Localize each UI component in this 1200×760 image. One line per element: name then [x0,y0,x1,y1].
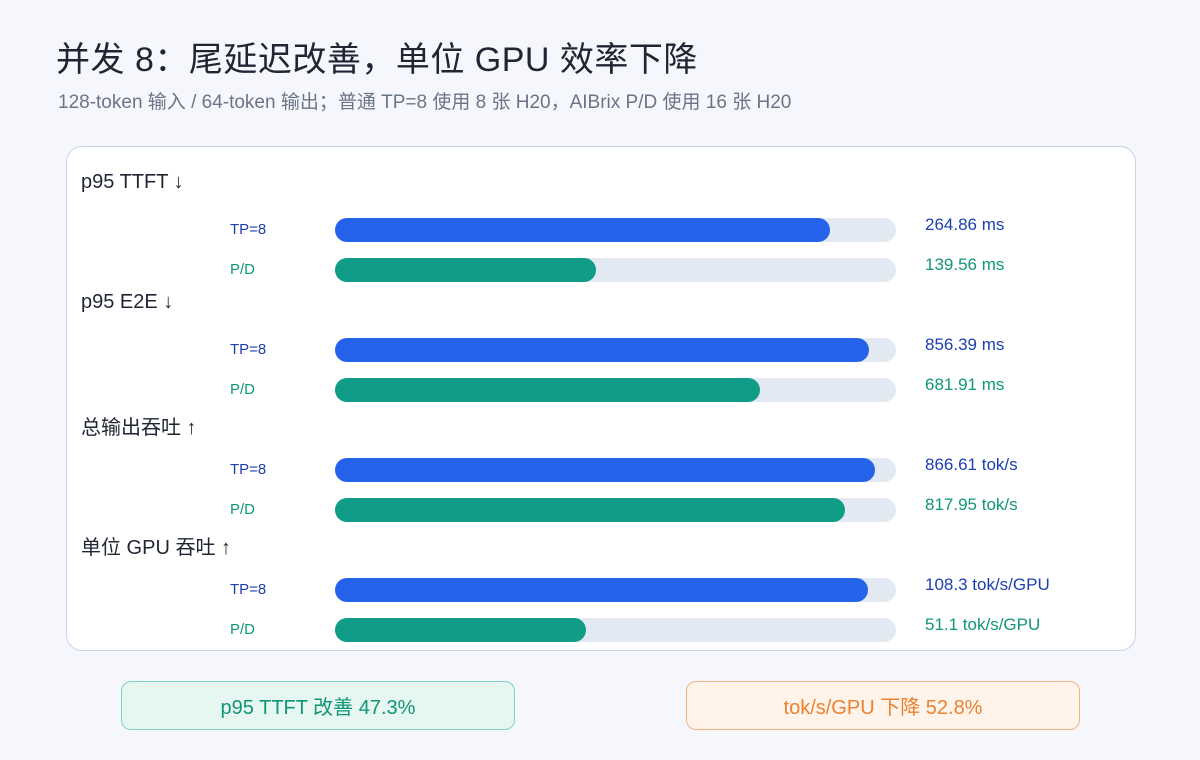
bar-value-label: 856.39 ms [925,335,1005,354]
bar-value-label: 264.86 ms [925,215,1005,234]
page-subtitle: 128-token 输入 / 64-token 输出；普通 TP=8 使用 8 … [58,92,792,113]
bar-track [335,378,896,402]
bar-pd [335,618,586,642]
series-label: TP=8 [230,341,267,358]
bar-value-label: 139.56 ms [925,255,1005,274]
series-label: P/D [230,381,256,398]
series-label: TP=8 [230,221,267,238]
series-label: P/D [230,261,256,278]
series-label: P/D [230,621,256,638]
series-label: TP=8 [230,461,267,478]
series-label: TP=8 [230,581,267,598]
improvement-badge: p95 TTFT 改善 47.3% [121,681,515,730]
bar-value-label: 51.1 tok/s/GPU [925,615,1041,634]
bar-track [335,258,896,282]
chart-panel: p95 TTFT ↓ TP=8 264.86 ms P/D 139.56 ms p95 E… [66,146,1136,651]
bar-value-label: 817.95 tok/s [925,495,1018,514]
bar-value-label: 108.3 tok/s/GPU [925,575,1050,594]
metric-title: p95 TTFT ↓ [81,171,184,193]
metric-title: p95 E2E ↓ [81,291,174,313]
bar-tp8 [335,218,830,242]
bar-tp8 [335,338,869,362]
bar-value-label: 681.91 ms [925,375,1005,394]
bar-pd [335,258,596,282]
series-label: P/D [230,501,256,518]
metric-title: 单位 GPU 吞吐 ↑ [81,537,232,559]
decline-badge: tok/s/GPU 下降 52.8% [686,681,1080,730]
bar-track [335,498,896,522]
bar-track [335,618,896,642]
bar-track [335,578,896,602]
bar-pd [335,378,760,402]
page-title: 并发 8：尾延迟改善，单位 GPU 效率下降 [56,41,698,79]
bar-track [335,218,896,242]
bar-tp8 [335,458,875,482]
bar-track [335,338,896,362]
bar-track [335,458,896,482]
metric-title: 总输出吞吐 ↑ [81,417,197,439]
bar-value-label: 866.61 tok/s [925,455,1018,474]
bar-tp8 [335,578,868,602]
bar-pd [335,498,845,522]
